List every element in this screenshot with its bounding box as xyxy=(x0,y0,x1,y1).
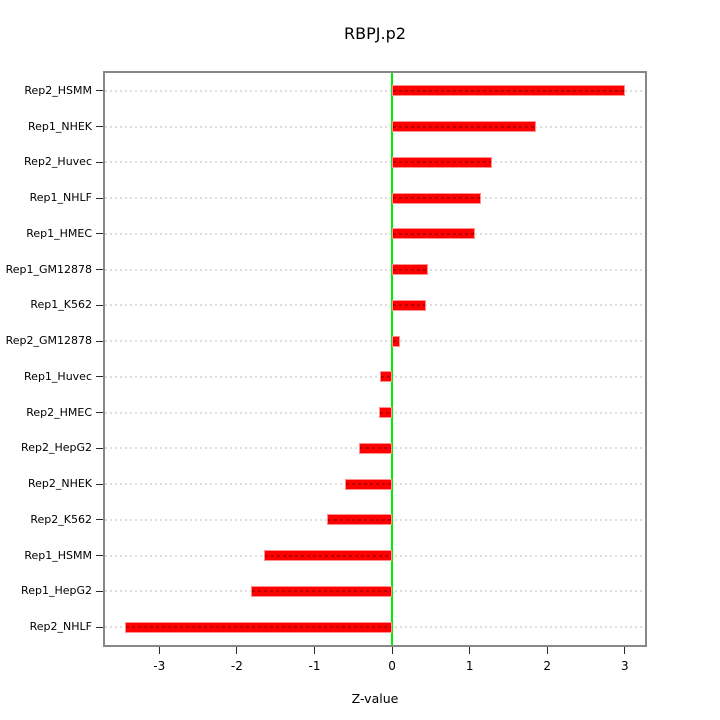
bar xyxy=(264,550,393,562)
grid-line xyxy=(105,197,645,200)
grid-line xyxy=(105,232,645,235)
bar-grid-overlay xyxy=(393,232,475,235)
y-axis-tick xyxy=(96,555,103,557)
grid-line xyxy=(105,411,645,414)
x-axis-tick xyxy=(624,647,626,654)
y-axis-label: Rep1_GM12878 xyxy=(5,262,92,276)
bar-grid-overlay xyxy=(393,340,399,343)
y-axis-label: Rep1_HMEC xyxy=(26,226,92,240)
bar xyxy=(392,156,493,168)
x-axis-tick xyxy=(546,647,548,654)
bar xyxy=(125,621,393,633)
x-axis-tick-label: -1 xyxy=(308,659,321,673)
bar xyxy=(392,228,476,240)
bar-grid-overlay xyxy=(251,590,392,593)
grid-line xyxy=(105,89,645,92)
y-axis-label: Rep1_NHEK xyxy=(27,119,92,133)
bar-grid-overlay xyxy=(393,304,426,307)
bar-grid-overlay xyxy=(327,518,392,521)
y-axis-tick xyxy=(96,126,103,128)
grid-line xyxy=(105,340,645,343)
y-axis-tick xyxy=(96,447,103,449)
bar xyxy=(250,585,393,597)
x-axis-tick-label: 2 xyxy=(543,659,552,673)
y-axis-label: Rep2_HepG2 xyxy=(21,441,92,455)
grid-line xyxy=(105,375,645,378)
x-axis-tick xyxy=(236,647,238,654)
bar xyxy=(392,85,625,97)
bar xyxy=(392,264,428,276)
bar xyxy=(380,371,393,383)
bar-grid-overlay xyxy=(126,626,392,629)
y-axis-label: Rep2_GM12878 xyxy=(5,334,92,348)
x-axis-tick-label: 1 xyxy=(465,659,474,673)
bar-grid-overlay xyxy=(393,125,535,128)
bar xyxy=(392,299,427,311)
y-axis-tick xyxy=(96,376,103,378)
y-axis-label: Rep1_NHLF xyxy=(29,191,92,205)
bar-grid-overlay xyxy=(393,89,624,92)
y-axis-tick xyxy=(96,626,103,628)
y-axis-tick xyxy=(96,233,103,235)
bar xyxy=(392,121,536,133)
y-axis-tick xyxy=(96,197,103,199)
y-axis-tick xyxy=(96,90,103,92)
y-axis-label: Rep2_K562 xyxy=(30,512,92,526)
x-axis-tick-label: -3 xyxy=(153,659,166,673)
bar-grid-overlay xyxy=(381,375,392,378)
plot-box xyxy=(103,71,647,647)
grid-line xyxy=(105,268,645,271)
x-axis-tick-label: 0 xyxy=(388,659,396,673)
y-axis-label: Rep2_NHLF xyxy=(29,620,92,634)
grid-line xyxy=(105,125,645,128)
x-axis-tick xyxy=(469,647,471,654)
y-axis-tick xyxy=(96,304,103,306)
bar-grid-overlay xyxy=(393,268,427,271)
y-axis-label: Rep2_Huvec xyxy=(24,155,92,169)
x-axis-tick-label: 3 xyxy=(620,659,629,673)
y-axis-tick xyxy=(96,269,103,271)
grid-line xyxy=(105,161,645,164)
y-axis-label: Rep1_Huvec xyxy=(24,369,92,383)
y-axis-tick xyxy=(96,519,103,521)
x-axis-tick xyxy=(313,647,315,654)
y-axis-tick xyxy=(96,340,103,342)
bar-grid-overlay xyxy=(265,554,392,557)
y-axis-tick xyxy=(96,412,103,414)
x-axis-tick-label: -2 xyxy=(230,659,243,673)
bar-grid-overlay xyxy=(393,197,481,200)
x-axis-tick xyxy=(391,647,393,654)
y-axis-tick xyxy=(96,483,103,485)
zero-reference-line xyxy=(391,73,394,645)
x-axis-title: Z-value xyxy=(351,691,399,706)
grid-line xyxy=(105,304,645,307)
y-axis-label: Rep2_NHEK xyxy=(27,477,92,491)
bar xyxy=(359,442,393,454)
bar xyxy=(392,192,482,204)
y-axis-tick xyxy=(96,590,103,592)
bar xyxy=(344,478,393,490)
y-axis-label: Rep2_HSMM xyxy=(24,83,92,97)
bar-grid-overlay xyxy=(345,483,392,486)
bar-grid-overlay xyxy=(379,411,392,414)
bar-grid-overlay xyxy=(393,161,492,164)
bar xyxy=(326,514,393,526)
y-axis-tick xyxy=(96,161,103,163)
y-axis-label: Rep1_K562 xyxy=(30,298,92,312)
chart-title: RBPJ.p2 xyxy=(344,24,406,43)
bar-grid-overlay xyxy=(360,447,392,450)
x-axis-tick xyxy=(158,647,160,654)
y-axis-label: Rep2_HMEC xyxy=(26,405,92,419)
y-axis-label: Rep1_HSMM xyxy=(24,548,92,562)
bar xyxy=(392,335,400,347)
y-axis-label: Rep1_HepG2 xyxy=(21,584,92,598)
bar xyxy=(378,407,393,419)
